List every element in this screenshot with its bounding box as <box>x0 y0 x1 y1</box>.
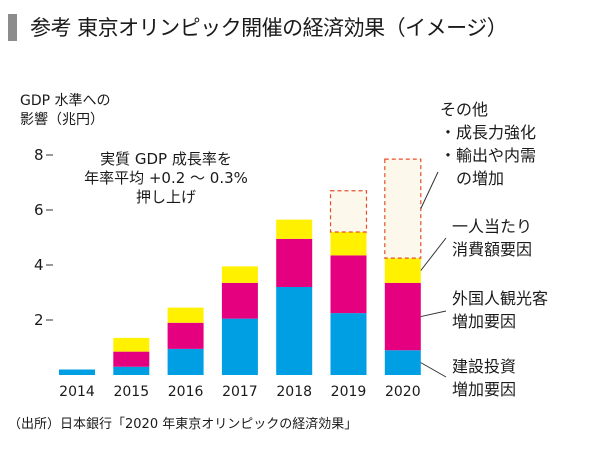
leader-line-other <box>420 171 439 209</box>
bar-segment-construction <box>276 287 313 375</box>
y-tick-label: 8 <box>34 146 44 164</box>
bar-segment-consumption <box>113 337 150 352</box>
bar-segment-tourism <box>167 322 204 349</box>
bar-segment-consumption <box>384 258 421 283</box>
bar-segment-construction <box>113 366 150 375</box>
x-tick-label: 2020 <box>385 384 421 400</box>
growth-note-line: 押し上げ <box>135 188 196 206</box>
legend-other-line: ・成長力強化 <box>440 123 537 142</box>
bar-segment-construction <box>330 313 367 375</box>
title-accent-bar <box>8 14 17 41</box>
legend-construction: 建設投資 増加要因 <box>452 355 516 401</box>
y-tick-label: 6 <box>34 201 44 219</box>
legend-other-line: その他 <box>440 100 489 119</box>
page-title: 参考 東京オリンピック開催の経済効果（イメージ） <box>30 16 508 40</box>
y-tick-label: 2 <box>34 311 44 329</box>
bar-segment-construction <box>167 348 204 375</box>
y-tick-label: 4 <box>34 256 44 274</box>
x-tick-label: 2018 <box>276 384 312 400</box>
bar-segment-other <box>329 190 368 233</box>
legend-tourism-line: 外国人観光客 <box>452 289 549 308</box>
y-axis-label-line: GDP 水準への <box>20 93 111 109</box>
bar-segment-construction <box>384 350 421 375</box>
leader-line-tourism <box>420 310 447 318</box>
growth-note: 実質 GDP 成長率を 年率平均 +0.2 ～ 0.3% 押し上げ <box>66 150 266 207</box>
bar-segment-tourism <box>276 238 313 287</box>
legend-construction-line: 建設投資 <box>452 357 517 376</box>
x-tick-label: 2015 <box>113 384 149 400</box>
growth-note-line: 年率平均 +0.2 ～ 0.3% <box>84 169 248 187</box>
bar-segment-construction <box>59 369 95 375</box>
leader-line-construction <box>420 362 447 378</box>
x-tick-label: 2016 <box>168 384 204 400</box>
legend-construction-line: 増加要因 <box>452 380 517 399</box>
legend-consumption-line: 一人当たり <box>452 217 533 236</box>
source-note: （出所）日本銀行「2020 年東京オリンピックの経済効果」 <box>8 417 358 432</box>
bar-segment-consumption <box>276 219 313 239</box>
legend-other-line: の増加 <box>440 169 505 188</box>
bar-segment-consumption <box>167 307 204 323</box>
bar-segment-consumption <box>330 232 367 256</box>
legend-other: その他 ・成長力強化 ・輸出や内需 の増加 <box>440 98 536 190</box>
bar-segment-tourism <box>221 282 258 319</box>
leader-line-consumption <box>420 237 447 271</box>
y-axis-label-line: 影響（兆円） <box>20 112 104 128</box>
bar-segment-tourism <box>330 255 367 314</box>
bar-segment-tourism <box>384 282 421 351</box>
bar-segment-other <box>384 158 422 259</box>
bar-segment-tourism <box>113 351 150 367</box>
legend-consumption: 一人当たり 消費額要因 <box>452 215 532 261</box>
legend-tourism-line: 増加要因 <box>452 312 517 331</box>
legend-tourism: 外国人観光客 増加要因 <box>452 287 548 333</box>
x-tick-label: 2014 <box>59 384 95 400</box>
bar-segment-consumption <box>221 266 258 283</box>
y-axis-label: GDP 水準への 影響（兆円） <box>20 92 111 130</box>
x-tick-label: 2017 <box>222 384 258 400</box>
growth-note-line: 実質 GDP 成長率を <box>100 150 232 168</box>
legend-consumption-line: 消費額要因 <box>452 240 533 259</box>
x-tick-label: 2019 <box>331 384 367 400</box>
legend-other-line: ・輸出や内需 <box>440 146 537 165</box>
bar-segment-construction <box>221 318 258 375</box>
